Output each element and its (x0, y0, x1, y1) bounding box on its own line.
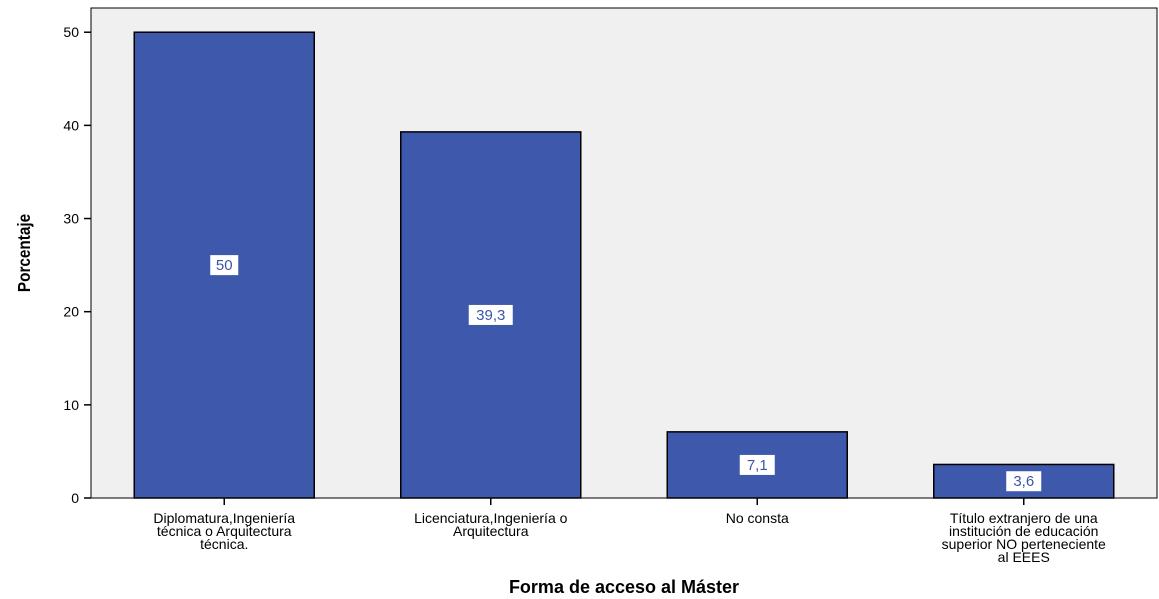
x-tick-label: institución de educación (949, 523, 1098, 539)
y-tick-label: 10 (63, 397, 79, 413)
data-label: 7,1 (747, 457, 768, 474)
x-tick-label: Licenciatura,Ingeniería o (414, 510, 568, 526)
y-tick-label: 20 (63, 304, 79, 320)
data-label-box (739, 454, 775, 475)
y-tick-label: 40 (63, 117, 79, 133)
x-tick-label: técnica o Arquitectura (157, 523, 292, 539)
x-axis-title: Forma de acceso al Máster (509, 577, 739, 597)
x-tick-label: Arquitectura (453, 523, 529, 539)
data-label: 39,3 (476, 307, 505, 324)
data-label-box (210, 255, 239, 276)
x-tick-label: técnica. (200, 536, 248, 552)
x-tick-label: Diplomatura,Ingeniería (153, 510, 295, 526)
x-tick-label: al EEES (998, 549, 1050, 565)
data-label: 3,6 (1013, 473, 1034, 490)
y-axis-title: Porcentaje (14, 214, 34, 292)
x-tick-label: No consta (726, 510, 789, 526)
y-tick-label: 30 (63, 211, 79, 227)
x-tick-label: superior NO perteneciente (942, 536, 1106, 552)
y-tick-label: 0 (71, 490, 79, 506)
data-label-box (1006, 471, 1042, 492)
data-label-box (468, 304, 513, 325)
data-label: 50 (216, 257, 233, 274)
y-tick-label: 50 (63, 24, 79, 40)
bar[interactable] (400, 131, 582, 499)
x-tick-label: Título extranjero de una (950, 510, 1098, 526)
